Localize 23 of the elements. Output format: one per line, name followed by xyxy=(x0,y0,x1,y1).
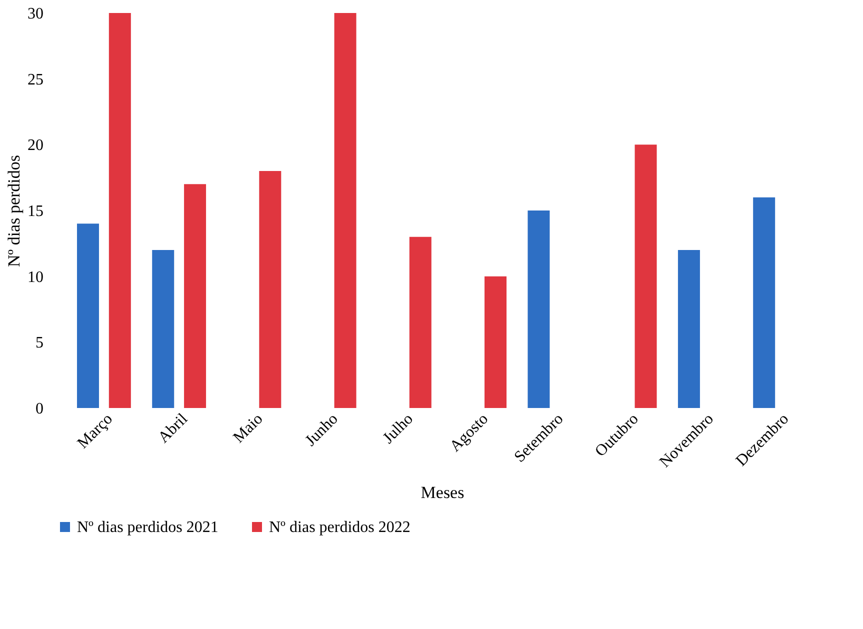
y-axis-title: Nº dias perdidos xyxy=(4,155,24,267)
bar xyxy=(528,210,550,408)
y-tick-label: 20 xyxy=(28,137,44,154)
bar xyxy=(108,13,131,408)
y-tick-label: 25 xyxy=(28,71,44,88)
y-tick-label: 30 xyxy=(28,6,44,22)
x-axis-title: Meses xyxy=(420,483,464,502)
y-tick-label: 5 xyxy=(36,334,44,352)
bar xyxy=(484,276,507,408)
y-tick-label: 0 xyxy=(36,400,44,418)
legend-label: Nº dias perdidos 2021 xyxy=(77,519,218,536)
bar xyxy=(409,236,432,408)
y-tick-label: 15 xyxy=(28,203,44,220)
legend-label: Nº dias perdidos 2022 xyxy=(269,519,410,536)
y-tick-label: 10 xyxy=(28,268,44,286)
bar xyxy=(184,184,206,408)
bar xyxy=(334,13,356,408)
bar xyxy=(678,250,700,408)
bar xyxy=(634,144,657,408)
bar xyxy=(753,197,776,408)
bar xyxy=(259,171,282,408)
bar xyxy=(152,250,174,408)
bar xyxy=(76,224,99,408)
